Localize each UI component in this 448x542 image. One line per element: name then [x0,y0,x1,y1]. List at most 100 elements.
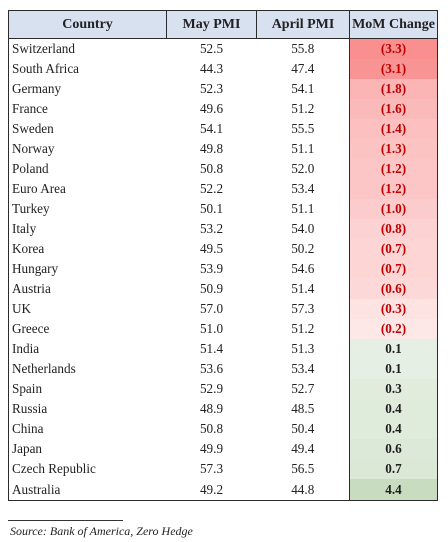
table-row: Poland 50.8 52.0 (1.2) [8,159,438,179]
mom-change-cell: (0.7) [349,239,438,259]
may-pmi-cell: 53.2 [199,221,224,236]
may-pmi-cell: 52.5 [199,41,224,56]
header-country: Country [8,10,167,39]
country-cell: Norway [8,139,167,159]
table-row: Japan 49.9 49.4 0.6 [8,439,438,459]
country-cell: Japan [8,439,167,459]
country-cell: UK [8,299,167,319]
april-pmi-cell: 51.2 [291,321,315,336]
table-row: Czech Republic 57.3 56.5 0.7 [8,459,438,479]
may-pmi-cell: 51.4 [199,341,224,356]
country-cell: Greece [8,319,167,339]
mom-change-cell: 0.3 [349,379,438,399]
april-pmi-cell: 51.1 [291,201,315,216]
mom-change-cell: (1.3) [349,139,438,159]
country-cell: China [8,419,167,439]
table-row: China 50.8 50.4 0.4 [8,419,438,439]
mom-change-cell: (0.3) [349,299,438,319]
country-cell: Russia [8,399,167,419]
april-pmi-cell: 57.3 [291,301,315,316]
mom-change-cell: (1.0) [349,199,438,219]
april-pmi-cell: 51.3 [291,341,315,356]
header-mom-change: MoM Change [349,10,438,39]
country-cell: Austria [8,279,167,299]
april-pmi-cell: 47.4 [291,61,315,76]
may-pmi-cell: 54.1 [199,121,224,136]
april-pmi-cell: 44.8 [256,479,350,501]
table-body: Switzerland 52.5 55.8 (3.3) South Africa 44.3… [8,38,438,501]
may-pmi-cell: 52.9 [199,381,224,396]
country-cell: Australia [8,479,167,501]
source-divider [8,520,123,521]
country-cell: Turkey [8,199,167,219]
april-pmi-cell: 49.4 [291,441,315,456]
country-cell: South Africa [8,59,167,79]
country-cell: Spain [8,379,167,399]
mom-change-cell: 0.6 [349,439,438,459]
mom-change-cell: (1.2) [349,179,438,199]
header-april-pmi: April PMI [256,10,350,39]
table-row: UK 57.0 57.3 (0.3) [8,299,438,319]
mom-change-cell: (1.8) [349,79,438,99]
april-pmi-cell: 50.4 [291,421,315,436]
may-pmi-cell: 50.9 [199,281,224,296]
mom-change-cell: (3.3) [349,38,438,59]
mom-change-cell: (3.1) [349,59,438,79]
may-pmi-cell: 57.0 [199,301,224,316]
country-cell: Poland [8,159,167,179]
country-cell: Euro Area [8,179,167,199]
country-cell: India [8,339,167,359]
table-row: Turkey 50.1 51.1 (1.0) [8,199,438,219]
table-row: Sweden 54.1 55.5 (1.4) [8,119,438,139]
april-pmi-cell: 52.7 [291,381,315,396]
may-pmi-cell: 44.3 [199,61,224,76]
mom-change-cell: 0.1 [349,339,438,359]
april-pmi-cell: 55.5 [291,121,315,136]
country-cell: Switzerland [8,38,167,59]
may-pmi-cell: 51.0 [199,321,224,336]
mom-change-cell: (1.6) [349,99,438,119]
mom-change-cell: (0.2) [349,319,438,339]
april-pmi-cell: 53.4 [291,361,315,376]
may-pmi-cell: 53.6 [199,361,224,376]
table-row: Switzerland 52.5 55.8 (3.3) [8,38,438,59]
table-row: Russia 48.9 48.5 0.4 [8,399,438,419]
table-row: Netherlands 53.6 53.4 0.1 [8,359,438,379]
header-may-pmi: May PMI [166,10,257,39]
april-pmi-cell: 48.5 [291,401,315,416]
may-pmi-cell: 50.8 [199,161,224,176]
table-row: France 49.6 51.2 (1.6) [8,99,438,119]
mom-change-cell: (0.6) [349,279,438,299]
may-pmi-cell: 48.9 [199,401,224,416]
may-pmi-cell: 49.5 [199,241,224,256]
country-cell: Italy [8,219,167,239]
april-pmi-cell: 52.0 [291,161,315,176]
mom-change-cell: (1.2) [349,159,438,179]
april-pmi-cell: 51.4 [291,281,315,296]
country-cell: Czech Republic [8,459,167,479]
april-pmi-cell: 50.2 [291,241,315,256]
table-row: Euro Area 52.2 53.4 (1.2) [8,179,438,199]
may-pmi-cell: 49.8 [199,141,224,156]
source-note: Source: Bank of America, Zero Hedge [10,524,193,538]
april-pmi-cell: 51.2 [291,101,315,116]
may-pmi-cell: 57.3 [199,461,224,476]
april-pmi-cell: 51.1 [291,141,315,156]
table-row: Greece 51.0 51.2 (0.2) [8,319,438,339]
table-row: Italy 53.2 54.0 (0.8) [8,219,438,239]
mom-change-cell: (1.4) [349,119,438,139]
table-row: Australia 49.2 44.8 4.4 [8,479,438,501]
table-row: Germany 52.3 54.1 (1.8) [8,79,438,99]
table-row: India 51.4 51.3 0.1 [8,339,438,359]
country-cell: Netherlands [8,359,167,379]
may-pmi-cell: 49.6 [199,101,224,116]
country-cell: Hungary [8,259,167,279]
may-pmi-cell: 50.1 [199,201,224,216]
mom-change-cell: 0.1 [349,359,438,379]
mom-change-cell: (0.8) [349,219,438,239]
table-row: Norway 49.8 51.1 (1.3) [8,139,438,159]
mom-change-cell: (0.7) [349,259,438,279]
header-row: Country May PMI April PMI MoM Change [8,10,438,39]
april-pmi-cell: 55.8 [291,41,315,56]
mom-change-cell: 0.4 [349,419,438,439]
